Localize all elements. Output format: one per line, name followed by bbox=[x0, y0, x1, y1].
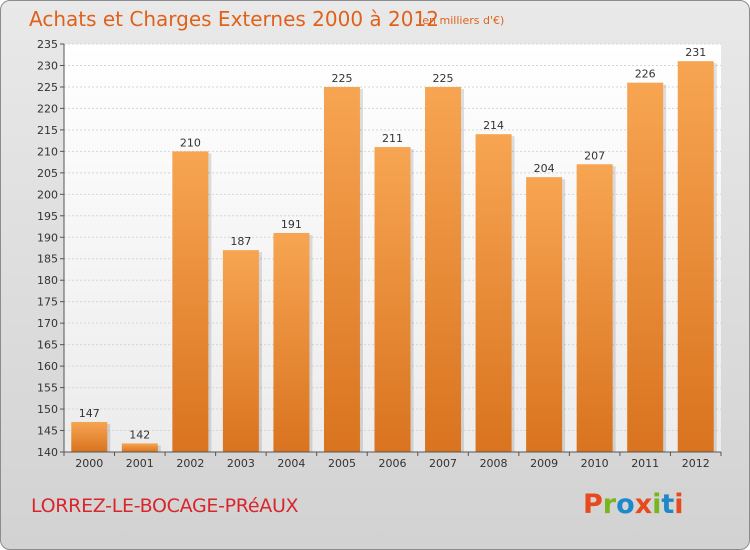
y-tick-label: 230 bbox=[37, 59, 58, 72]
logo-letter: r bbox=[602, 489, 617, 520]
data-label: 226 bbox=[635, 68, 656, 81]
y-tick-label: 145 bbox=[37, 425, 58, 438]
logo-letter: t bbox=[661, 489, 675, 520]
data-label: 225 bbox=[433, 72, 454, 85]
data-label: 191 bbox=[281, 218, 302, 231]
bar bbox=[526, 177, 563, 452]
y-tick-label: 185 bbox=[37, 253, 58, 266]
y-tick-label: 165 bbox=[37, 339, 58, 352]
proxiti-logo: Proxiti bbox=[583, 489, 684, 520]
bar bbox=[425, 86, 462, 453]
x-tick-label: 2001 bbox=[126, 457, 154, 470]
chart-title: Achats et Charges Externes 2000 à 2012 bbox=[29, 7, 439, 31]
y-tick-label: 175 bbox=[37, 296, 58, 309]
y-tick-label: 210 bbox=[37, 145, 58, 158]
y-tick-label: 150 bbox=[37, 403, 58, 416]
data-label: 142 bbox=[129, 428, 150, 441]
x-tick-label: 2009 bbox=[530, 457, 558, 470]
data-label: 211 bbox=[382, 132, 403, 145]
y-tick-label: 180 bbox=[37, 274, 58, 287]
y-tick-label: 155 bbox=[37, 382, 58, 395]
data-label: 207 bbox=[584, 149, 605, 162]
x-tick-label: 2000 bbox=[75, 457, 103, 470]
bar bbox=[677, 61, 714, 452]
y-tick-label: 195 bbox=[37, 210, 58, 223]
logo-letter: i bbox=[652, 489, 662, 520]
y-tick-label: 160 bbox=[37, 360, 58, 373]
y-tick-label: 205 bbox=[37, 167, 58, 180]
x-tick-label: 2010 bbox=[581, 457, 609, 470]
x-tick-label: 2006 bbox=[379, 457, 407, 470]
x-tick-label: 2003 bbox=[227, 457, 255, 470]
x-tick-label: 2005 bbox=[328, 457, 356, 470]
chart-unit: (en milliers d'€) bbox=[418, 14, 505, 27]
data-label: 210 bbox=[180, 136, 201, 149]
y-tick-label: 220 bbox=[37, 102, 58, 115]
y-tick-label: 190 bbox=[37, 231, 58, 244]
y-tick-label: 140 bbox=[37, 446, 58, 459]
y-tick-label: 215 bbox=[37, 124, 58, 137]
data-label: 204 bbox=[534, 162, 555, 175]
y-tick-label: 200 bbox=[37, 188, 58, 201]
logo-letter: P bbox=[583, 489, 603, 520]
bar bbox=[222, 250, 259, 452]
bar bbox=[323, 86, 360, 453]
x-tick-label: 2004 bbox=[277, 457, 305, 470]
bar bbox=[172, 151, 209, 453]
logo-letter: x bbox=[634, 489, 653, 520]
bar bbox=[576, 164, 613, 452]
data-label: 231 bbox=[685, 46, 706, 59]
bar bbox=[121, 443, 158, 452]
y-tick-label: 170 bbox=[37, 317, 58, 330]
x-tick-label: 2011 bbox=[631, 457, 659, 470]
logo-letter: o bbox=[616, 489, 635, 520]
y-tick-label: 235 bbox=[37, 38, 58, 51]
x-tick-label: 2012 bbox=[682, 457, 710, 470]
bar bbox=[475, 134, 512, 453]
data-label: 225 bbox=[331, 72, 352, 85]
bar bbox=[374, 147, 411, 453]
commune-name: LORREZ-LE-BOCAGE-PRéAUX bbox=[31, 495, 299, 517]
data-label: 147 bbox=[79, 407, 100, 420]
data-label: 187 bbox=[230, 235, 251, 248]
y-tick-label: 225 bbox=[37, 81, 58, 94]
data-label: 214 bbox=[483, 119, 504, 132]
bar bbox=[627, 82, 664, 452]
bar bbox=[273, 232, 310, 452]
x-tick-label: 2002 bbox=[176, 457, 204, 470]
x-tick-label: 2008 bbox=[480, 457, 508, 470]
logo-letter: i bbox=[674, 489, 684, 520]
bar bbox=[71, 421, 108, 452]
x-tick-label: 2007 bbox=[429, 457, 457, 470]
